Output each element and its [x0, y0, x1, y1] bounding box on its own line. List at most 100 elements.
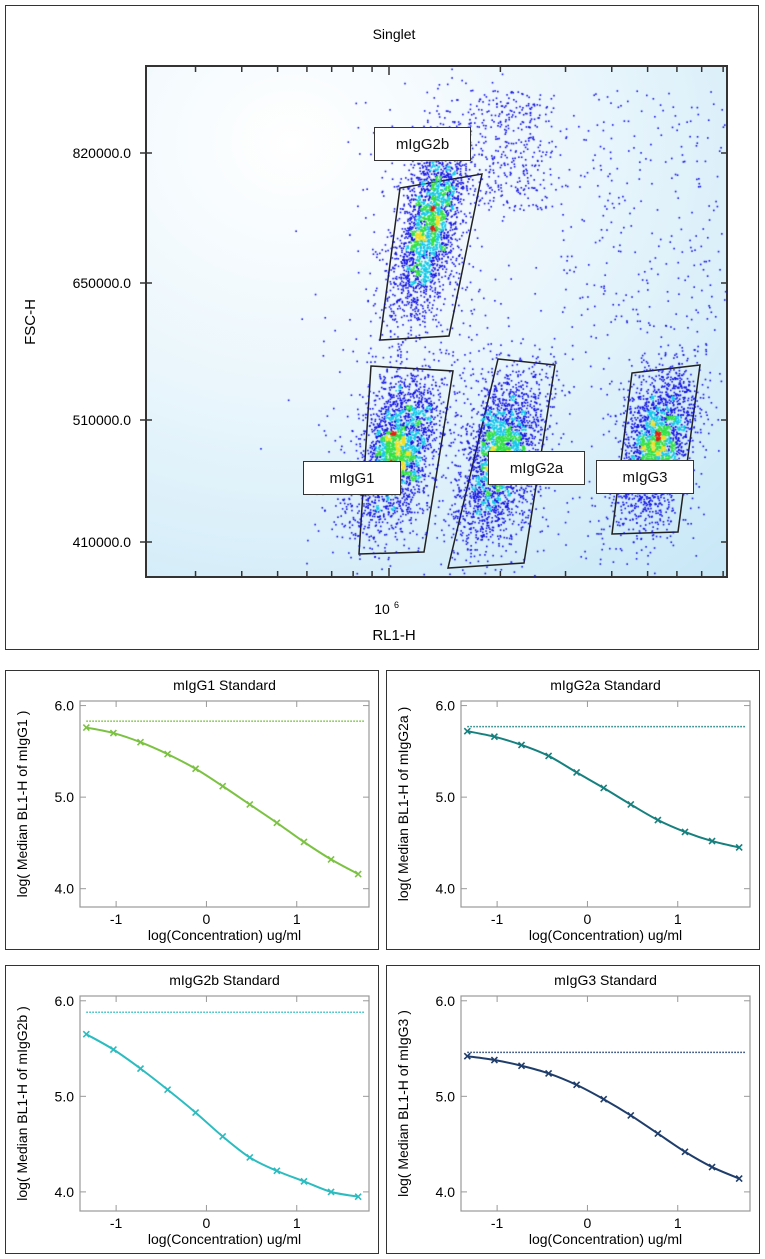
- data-point-marker: [545, 1069, 553, 1077]
- x-tick-label: 1: [293, 911, 301, 927]
- y-tick-label: 6.0: [436, 698, 456, 714]
- gate-label-mIgG3[interactable]: mIgG3: [596, 460, 694, 494]
- data-point-marker: [136, 1065, 145, 1073]
- plot-frame: [79, 995, 370, 1212]
- data-point-marker: [517, 741, 526, 749]
- y-tick-label: 5.0: [436, 789, 456, 805]
- gate-label-mIgG1[interactable]: mIgG1: [303, 461, 401, 495]
- y-tick-label: 4.0: [436, 881, 456, 897]
- data-point-marker: [708, 1163, 716, 1171]
- data-point-marker: [708, 837, 716, 845]
- data-point-marker: [627, 1111, 635, 1120]
- data-point-marker: [681, 828, 689, 836]
- data-point-marker: [327, 1188, 335, 1196]
- data-point-marker: [82, 1030, 90, 1038]
- data-point-marker: [192, 1109, 200, 1117]
- data-point-marker: [681, 1148, 689, 1156]
- x-tick-label-exponent: 6: [394, 600, 399, 610]
- x-axis-label: log(Concentration) ug/ml: [148, 927, 301, 943]
- data-point-marker: [654, 816, 662, 824]
- y-tick-label: 5.0: [436, 1088, 456, 1104]
- data-point-marker: [109, 729, 117, 737]
- data-point-marker: [627, 800, 635, 809]
- data-point-marker: [246, 1153, 254, 1162]
- data-point-marker: [600, 1095, 608, 1103]
- standard-curve-line: [85, 1033, 359, 1198]
- data-point-marker: [517, 1062, 526, 1070]
- data-point-marker: [463, 1052, 471, 1060]
- y-tick-label: 410000.0: [73, 534, 132, 550]
- y-tick-label: 4.0: [55, 881, 75, 897]
- x-tick-label: 1: [674, 1215, 682, 1231]
- data-point-marker: [600, 784, 608, 792]
- x-axis-label: log(Concentration) ug/ml: [148, 1231, 301, 1247]
- gate-label-mIgG2b[interactable]: mIgG2b: [374, 127, 471, 161]
- x-tick-label-10e6: 10: [374, 601, 390, 617]
- y-tick-label: 6.0: [55, 698, 75, 714]
- y-tick-label: 6.0: [436, 993, 456, 1009]
- x-tick-label: 0: [203, 1215, 211, 1231]
- data-point-marker: [490, 1056, 498, 1064]
- chart-title: mIgG2b Standard: [169, 972, 280, 988]
- y-axis-label: log( Median BL1-H of mIgG3 ): [395, 1010, 411, 1197]
- data-point-marker: [735, 843, 743, 852]
- data-point-marker: [300, 1177, 308, 1185]
- y-tick-label: 5.0: [55, 1088, 75, 1104]
- x-tick-label: 0: [584, 911, 592, 927]
- plot-frame: [460, 700, 751, 908]
- x-tick-label: 0: [584, 1215, 592, 1231]
- data-point-marker: [192, 765, 200, 773]
- y-axis-label: log( Median BL1-H of mIgG2b ): [14, 1006, 30, 1201]
- data-point-marker: [463, 727, 471, 735]
- data-point-marker: [219, 1132, 227, 1141]
- scatter-y-label: FSC-H: [22, 299, 39, 345]
- data-point-marker: [735, 1174, 743, 1183]
- x-tick-label: 0: [203, 911, 211, 927]
- chart-title: mIgG1 Standard: [173, 677, 276, 693]
- plot-frame: [79, 700, 370, 908]
- data-point-marker: [219, 782, 227, 790]
- data-point-marker: [273, 819, 281, 827]
- data-point-marker: [164, 750, 172, 758]
- mIgG2b-standard-panel: mIgG2b Standard -1 0 1 4.0 5.0 6.0 log(Concentr…: [5, 965, 379, 1254]
- y-tick-label: 4.0: [55, 1184, 75, 1200]
- x-axis-label: log(Concentration) ug/ml: [529, 927, 682, 943]
- data-point-marker: [354, 1193, 362, 1201]
- y-tick-label: 5.0: [55, 789, 75, 805]
- x-tick-label: -1: [110, 1215, 123, 1231]
- data-point-marker: [490, 733, 498, 741]
- chart-title: mIgG3 Standard: [554, 972, 657, 988]
- plot-frame: [460, 995, 751, 1212]
- data-point-marker: [136, 738, 145, 746]
- data-point-marker: [109, 1045, 117, 1054]
- y-tick-label: 4.0: [436, 1184, 456, 1200]
- data-point-marker: [246, 800, 254, 809]
- y-tick-label: 820000.0: [73, 145, 132, 161]
- data-point-marker: [273, 1167, 281, 1175]
- data-point-marker: [327, 855, 335, 863]
- x-tick-label: -1: [110, 911, 123, 927]
- data-point-marker: [354, 870, 362, 878]
- x-tick-label: 1: [674, 911, 682, 927]
- y-tick-label: 510000.0: [73, 412, 132, 428]
- data-point-marker: [573, 1081, 581, 1089]
- standard-curve-line: [467, 1055, 740, 1180]
- scatter-x-label: RL1-H: [372, 627, 415, 644]
- data-point-marker: [654, 1130, 662, 1138]
- mIgG3-standard-panel: mIgG3 Standard -1 0 1 4.0 5.0 6.0 log(Concentra…: [386, 965, 760, 1254]
- gate-label-mIgG2a[interactable]: mIgG2a: [488, 451, 585, 485]
- x-axis-label: log(Concentration) ug/ml: [529, 1231, 682, 1247]
- x-tick-label: 1: [293, 1215, 301, 1231]
- standard-curve-line: [86, 726, 359, 875]
- scatter-title: Singlet: [373, 26, 416, 42]
- mIgG2a-standard-panel: mIgG2a Standard -1 0 1 4.0 5.0 6.0 log(Concentr…: [386, 670, 760, 950]
- y-tick-label: 6.0: [55, 993, 75, 1009]
- y-axis-label: log( Median BL1-H of mIgG2a ): [395, 707, 411, 902]
- x-tick-label: -1: [491, 1215, 504, 1231]
- data-point-marker: [545, 752, 553, 760]
- y-axis-label: log( Median BL1-H of mIgG1 ): [14, 711, 30, 898]
- data-point-marker: [300, 838, 308, 846]
- mIgG1-standard-panel: mIgG1 Standard -1 0 1 4.0 5.0 6.0 log(Concentra…: [5, 670, 379, 950]
- x-tick-label: -1: [491, 911, 504, 927]
- chart-title: mIgG2a Standard: [550, 677, 661, 693]
